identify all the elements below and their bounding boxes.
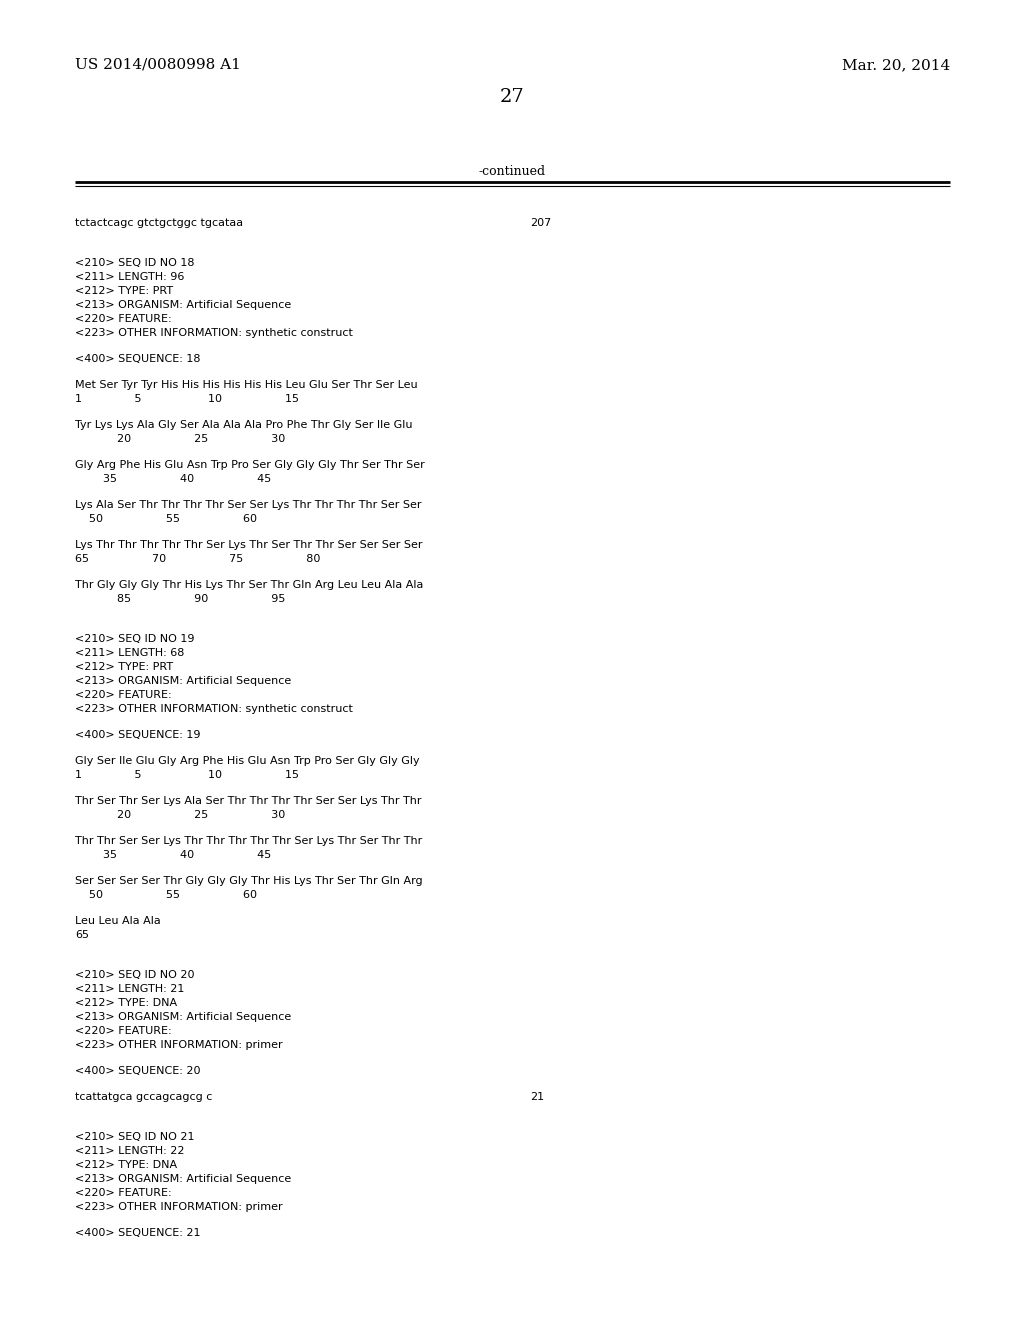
Text: 20                  25                  30: 20 25 30 (75, 434, 286, 444)
Text: <211> LENGTH: 22: <211> LENGTH: 22 (75, 1146, 184, 1156)
Text: <211> LENGTH: 21: <211> LENGTH: 21 (75, 983, 184, 994)
Text: 21: 21 (530, 1092, 544, 1102)
Text: Ser Ser Ser Ser Thr Gly Gly Gly Thr His Lys Thr Ser Thr Gln Arg: Ser Ser Ser Ser Thr Gly Gly Gly Thr His … (75, 876, 423, 886)
Text: 35                  40                  45: 35 40 45 (75, 474, 271, 484)
Text: Leu Leu Ala Ala: Leu Leu Ala Ala (75, 916, 161, 927)
Text: <210> SEQ ID NO 21: <210> SEQ ID NO 21 (75, 1133, 195, 1142)
Text: Lys Thr Thr Thr Thr Thr Ser Lys Thr Ser Thr Thr Ser Ser Ser Ser: Lys Thr Thr Thr Thr Thr Ser Lys Thr Ser … (75, 540, 423, 550)
Text: <213> ORGANISM: Artificial Sequence: <213> ORGANISM: Artificial Sequence (75, 1173, 291, 1184)
Text: <211> LENGTH: 96: <211> LENGTH: 96 (75, 272, 184, 282)
Text: <213> ORGANISM: Artificial Sequence: <213> ORGANISM: Artificial Sequence (75, 676, 291, 686)
Text: <223> OTHER INFORMATION: synthetic construct: <223> OTHER INFORMATION: synthetic const… (75, 704, 353, 714)
Text: <210> SEQ ID NO 18: <210> SEQ ID NO 18 (75, 257, 195, 268)
Text: <223> OTHER INFORMATION: primer: <223> OTHER INFORMATION: primer (75, 1203, 283, 1212)
Text: Met Ser Tyr Tyr His His His His His His Leu Glu Ser Thr Ser Leu: Met Ser Tyr Tyr His His His His His His … (75, 380, 418, 389)
Text: <220> FEATURE:: <220> FEATURE: (75, 1026, 172, 1036)
Text: 1               5                   10                  15: 1 5 10 15 (75, 770, 299, 780)
Text: <220> FEATURE:: <220> FEATURE: (75, 690, 172, 700)
Text: <210> SEQ ID NO 20: <210> SEQ ID NO 20 (75, 970, 195, 979)
Text: <212> TYPE: DNA: <212> TYPE: DNA (75, 1160, 177, 1170)
Text: <400> SEQUENCE: 18: <400> SEQUENCE: 18 (75, 354, 201, 364)
Text: 85                  90                  95: 85 90 95 (75, 594, 286, 605)
Text: <400> SEQUENCE: 20: <400> SEQUENCE: 20 (75, 1067, 201, 1076)
Text: tctactcagc gtctgctggc tgcataa: tctactcagc gtctgctggc tgcataa (75, 218, 243, 228)
Text: <220> FEATURE:: <220> FEATURE: (75, 314, 172, 323)
Text: Thr Ser Thr Ser Lys Ala Ser Thr Thr Thr Thr Ser Ser Lys Thr Thr: Thr Ser Thr Ser Lys Ala Ser Thr Thr Thr … (75, 796, 422, 807)
Text: 65                  70                  75                  80: 65 70 75 80 (75, 554, 321, 564)
Text: US 2014/0080998 A1: US 2014/0080998 A1 (75, 58, 241, 73)
Text: 35                  40                  45: 35 40 45 (75, 850, 271, 861)
Text: Lys Ala Ser Thr Thr Thr Thr Ser Ser Lys Thr Thr Thr Thr Ser Ser: Lys Ala Ser Thr Thr Thr Thr Ser Ser Lys … (75, 500, 422, 510)
Text: <211> LENGTH: 68: <211> LENGTH: 68 (75, 648, 184, 657)
Text: <223> OTHER INFORMATION: primer: <223> OTHER INFORMATION: primer (75, 1040, 283, 1049)
Text: 20                  25                  30: 20 25 30 (75, 810, 286, 820)
Text: <213> ORGANISM: Artificial Sequence: <213> ORGANISM: Artificial Sequence (75, 1012, 291, 1022)
Text: Thr Gly Gly Gly Thr His Lys Thr Ser Thr Gln Arg Leu Leu Ala Ala: Thr Gly Gly Gly Thr His Lys Thr Ser Thr … (75, 579, 423, 590)
Text: <212> TYPE: PRT: <212> TYPE: PRT (75, 663, 173, 672)
Text: 50                  55                  60: 50 55 60 (75, 890, 257, 900)
Text: -continued: -continued (478, 165, 546, 178)
Text: 27: 27 (500, 88, 524, 106)
Text: 207: 207 (530, 218, 551, 228)
Text: 50                  55                  60: 50 55 60 (75, 513, 257, 524)
Text: <400> SEQUENCE: 21: <400> SEQUENCE: 21 (75, 1228, 201, 1238)
Text: <213> ORGANISM: Artificial Sequence: <213> ORGANISM: Artificial Sequence (75, 300, 291, 310)
Text: Tyr Lys Lys Ala Gly Ser Ala Ala Ala Pro Phe Thr Gly Ser Ile Glu: Tyr Lys Lys Ala Gly Ser Ala Ala Ala Pro … (75, 420, 413, 430)
Text: <223> OTHER INFORMATION: synthetic construct: <223> OTHER INFORMATION: synthetic const… (75, 327, 353, 338)
Text: 1               5                   10                  15: 1 5 10 15 (75, 393, 299, 404)
Text: Gly Arg Phe His Glu Asn Trp Pro Ser Gly Gly Gly Thr Ser Thr Ser: Gly Arg Phe His Glu Asn Trp Pro Ser Gly … (75, 459, 425, 470)
Text: <212> TYPE: PRT: <212> TYPE: PRT (75, 286, 173, 296)
Text: <210> SEQ ID NO 19: <210> SEQ ID NO 19 (75, 634, 195, 644)
Text: <212> TYPE: DNA: <212> TYPE: DNA (75, 998, 177, 1008)
Text: Gly Ser Ile Glu Gly Arg Phe His Glu Asn Trp Pro Ser Gly Gly Gly: Gly Ser Ile Glu Gly Arg Phe His Glu Asn … (75, 756, 420, 766)
Text: Thr Thr Ser Ser Lys Thr Thr Thr Thr Thr Ser Lys Thr Ser Thr Thr: Thr Thr Ser Ser Lys Thr Thr Thr Thr Thr … (75, 836, 422, 846)
Text: Mar. 20, 2014: Mar. 20, 2014 (842, 58, 950, 73)
Text: tcattatgca gccagcagcg c: tcattatgca gccagcagcg c (75, 1092, 212, 1102)
Text: 65: 65 (75, 931, 89, 940)
Text: <400> SEQUENCE: 19: <400> SEQUENCE: 19 (75, 730, 201, 741)
Text: <220> FEATURE:: <220> FEATURE: (75, 1188, 172, 1199)
